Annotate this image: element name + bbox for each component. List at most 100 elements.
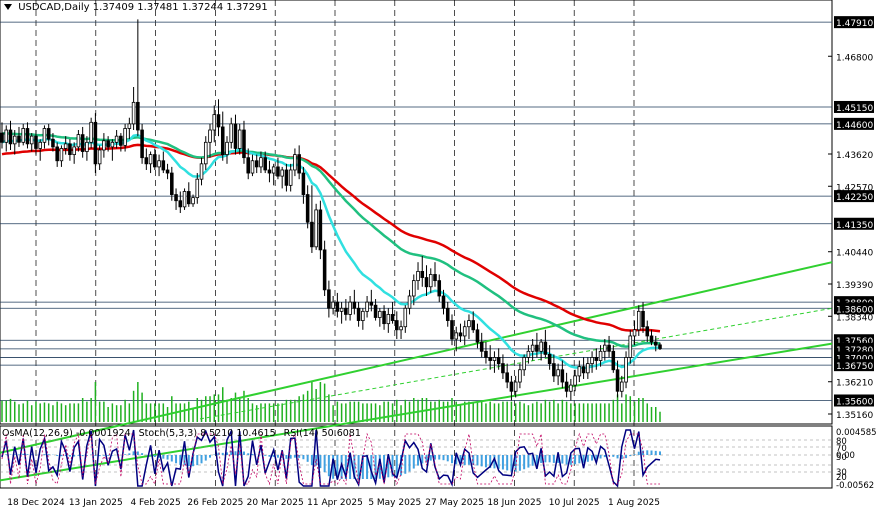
- candle-body: [433, 274, 437, 282]
- price-label: 1.36210: [836, 379, 873, 389]
- candle-body: [17, 135, 21, 143]
- chart-title: USDCAD,Daily 1.37409 1.37481 1.37244 1.3…: [4, 2, 268, 13]
- candle-body: [352, 301, 357, 309]
- candle-body: [552, 363, 556, 377]
- candle-body: [450, 320, 454, 340]
- candle-body: [259, 157, 263, 168]
- price-label: 1.37560: [836, 337, 873, 347]
- candle-body: [475, 329, 480, 343]
- candle-body: [645, 326, 650, 337]
- candle-body: [454, 332, 459, 340]
- vertical-grid: [35, 0, 635, 488]
- candle-body: [658, 344, 662, 349]
- candle-body: [344, 307, 348, 315]
- candle-body: [263, 157, 267, 171]
- oscillator-label: 80: [836, 437, 847, 447]
- candle-body: [288, 169, 293, 186]
- candle-body: [522, 357, 526, 371]
- oscillator-label: 0.00: [836, 451, 855, 461]
- symbol-label: USDCAD,Daily: [18, 2, 90, 13]
- candle-body: [187, 191, 191, 205]
- candle-body: [38, 141, 42, 149]
- candle-body: [242, 129, 246, 159]
- candle-body: [539, 341, 543, 352]
- candle-body: [492, 357, 497, 361]
- candle-body: [301, 172, 306, 195]
- candle-body: [174, 194, 178, 202]
- date-label: 5 May 2025: [368, 498, 421, 508]
- candle-body: [479, 341, 484, 352]
- candle-body: [361, 310, 365, 321]
- candle-body: [191, 197, 195, 205]
- candle-body: [484, 350, 488, 358]
- price-label: 1.35160: [836, 411, 873, 421]
- price-label-box: [834, 100, 874, 113]
- candle-body: [144, 157, 149, 165]
- candle-body: [653, 341, 658, 346]
- price-label: 1.37280: [836, 346, 873, 356]
- candle-body: [369, 301, 374, 306]
- candle-body: [467, 320, 471, 328]
- price-label-box: [834, 117, 874, 130]
- price-label: 1.47910: [836, 19, 873, 29]
- candle-body: [293, 154, 297, 171]
- candle-body: [628, 335, 633, 358]
- candle-body: [462, 326, 467, 337]
- candle-body: [123, 128, 127, 146]
- candle-body: [284, 169, 289, 186]
- price-label-box: [834, 359, 874, 372]
- date-label: 18 Jun 2025: [487, 498, 541, 508]
- candle-body: [547, 353, 552, 365]
- candle-body: [157, 160, 161, 168]
- candle-body: [203, 141, 208, 165]
- candle-body: [267, 169, 272, 174]
- date-label: 18 Dec 2024: [7, 498, 65, 508]
- candle-body: [641, 310, 645, 328]
- candle-body: [233, 123, 238, 149]
- oscillator-label: 20: [836, 473, 847, 483]
- ema-red-line: [1, 143, 661, 333]
- candle-body: [399, 326, 403, 331]
- candle-body: [543, 341, 548, 355]
- candles: [0, 19, 662, 401]
- oscillator-label: 30: [836, 468, 847, 478]
- upper-channel-line: [0, 261, 833, 454]
- price-label: 1.46800: [836, 53, 873, 63]
- price-label-box: [834, 16, 874, 29]
- date-label: 27 May 2025: [425, 498, 484, 508]
- candle-body: [441, 295, 446, 309]
- candle-body: [136, 101, 140, 131]
- dropdown-arrow-icon: [4, 4, 12, 10]
- candle-body: [488, 357, 492, 361]
- price-label: 1.44600: [836, 121, 873, 131]
- candle-body: [165, 169, 170, 174]
- candle-body: [59, 148, 64, 162]
- candle-body: [535, 344, 539, 352]
- price-label: 1.38600: [836, 305, 873, 315]
- price-label: 1.36750: [836, 362, 873, 372]
- candle-body: [55, 146, 59, 162]
- candle-body: [276, 166, 280, 177]
- candle-body: [170, 172, 174, 195]
- candle-body: [594, 357, 599, 361]
- candle-body: [365, 301, 369, 312]
- date-label: 4 Feb 2025: [130, 498, 180, 508]
- date-label: 11 Apr 2025: [307, 498, 363, 508]
- candle-body: [445, 307, 450, 321]
- candle-body: [114, 135, 119, 143]
- trend-channel-lines: [0, 261, 833, 482]
- candle-body: [246, 157, 250, 174]
- price-axis-labels: 1.47910 1.46800 1.45150 1.44600 1.43620 1.425…: [828, 16, 874, 421]
- lower-channel-line: [0, 342, 833, 482]
- candle-body: [624, 357, 628, 383]
- rsi-line: [1, 428, 661, 488]
- oscillator-label: 50: [836, 453, 847, 463]
- candle-body: [199, 163, 204, 180]
- candle-body: [518, 369, 522, 383]
- candle-body: [80, 134, 85, 152]
- candle-body: [119, 135, 123, 146]
- oscillator-label: 70: [836, 444, 847, 454]
- price-label: 1.43620: [836, 151, 873, 161]
- candle-body: [322, 249, 327, 291]
- candle-body: [127, 123, 132, 129]
